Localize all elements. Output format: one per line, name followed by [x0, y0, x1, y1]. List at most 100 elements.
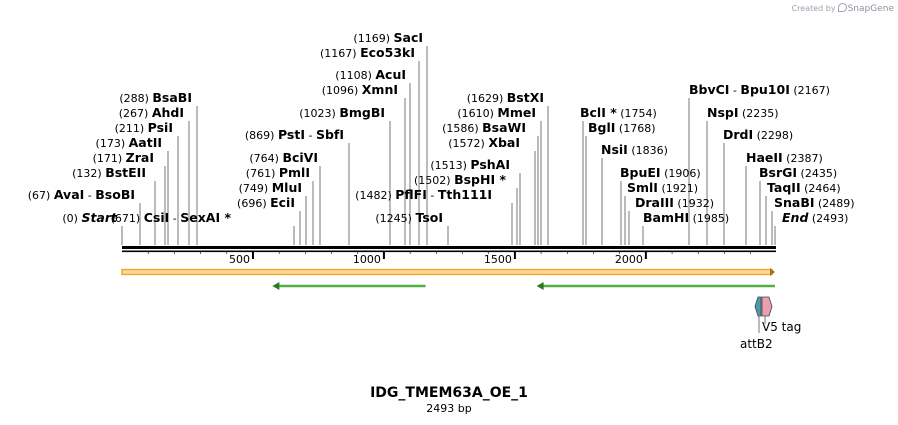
site-csii-position: (671) — [111, 212, 144, 225]
site-ahdi-label: (267) AhdI — [119, 105, 184, 120]
ruler-label-1500: 1500 — [484, 253, 512, 266]
attb2-label: attB2 — [740, 337, 773, 351]
site-smli-label: SmlI (1921) — [627, 180, 698, 195]
site-psti-position: (869) — [245, 129, 278, 142]
site-bamhi-label: BamHI (1985) — [643, 210, 729, 225]
site-bsteii-label: (132) BstEII — [72, 165, 146, 180]
v5-tag-shape — [761, 296, 773, 317]
site-bsawi-position: (1586) — [442, 122, 482, 135]
site-psti-name2: SbfI — [316, 127, 344, 142]
site-bbvci-name: BbvCI — [689, 82, 729, 97]
site-bcivi-position: (764) — [249, 152, 282, 165]
site-bgli-name: BglI — [588, 120, 615, 135]
site-psti-name: PstI — [278, 127, 305, 142]
site-bsrgi-name: BsrGI — [759, 165, 797, 180]
site-taqii-label: TaqII (2464) — [767, 180, 841, 195]
site-eco53ki-position: (1167) — [320, 47, 360, 60]
site-bsrgi-label: BsrGI (2435) — [759, 165, 837, 180]
site-snabi-label: SnaBI (2489) — [774, 195, 855, 210]
site-nspi-label: NspI (2235) — [707, 105, 779, 120]
backbone-top-strand — [122, 246, 776, 249]
site-pmli-label: (761) PmlI — [246, 165, 310, 180]
site-eco53ki-name: Eco53kI — [360, 45, 415, 60]
site-taqii-name: TaqII — [767, 180, 801, 195]
site-bbvci-dash: - — [729, 84, 740, 97]
site-bbvci-name2: Bpu10I — [740, 82, 789, 97]
site-aatii-position: (173) — [96, 137, 129, 150]
site-tsoi-label: (1245) TsoI — [375, 210, 443, 225]
site-nspi-position: (2235) — [739, 107, 779, 120]
site-bsteii-position: (132) — [72, 167, 105, 180]
site-psii-label: (211) PsiI — [115, 120, 173, 135]
features: V5 tag attB2 — [121, 268, 801, 351]
site-start-position: (0) — [62, 212, 81, 225]
site-start-label: (0) Start — [62, 210, 118, 225]
ruler: 500 1000 1500 2000 — [147, 252, 751, 266]
site-mmei-label: (1610) MmeI — [457, 105, 536, 120]
site-drdi-name: DrdI — [723, 127, 753, 142]
dna-backbone — [122, 246, 776, 253]
site-draiii-label: DraIII (1932) — [635, 195, 714, 210]
site-bpuei-label: BpuEI (1906) — [620, 165, 701, 180]
site-smli-name: SmlI — [627, 180, 658, 195]
site-avai-name2: BsoBI — [95, 187, 135, 202]
site-aatii-name: AatII — [129, 135, 162, 150]
site-bstxi-label: (1629) BstXI — [467, 90, 544, 105]
site-acui-position: (1108) — [335, 69, 375, 82]
leader-lines — [121, 46, 776, 245]
site-avai-name: AvaI — [54, 187, 84, 202]
site-acui-label: (1108) AcuI — [335, 67, 406, 82]
site-bcivi-label: (764) BciVI — [249, 150, 318, 165]
site-nspi-name: NspI — [707, 105, 739, 120]
main-feature-bar — [121, 268, 773, 276]
site-csii-name: CsiI — [144, 210, 170, 225]
site-pmli-name: PmlI — [279, 165, 310, 180]
site-pflfi-position: (1482) — [355, 189, 395, 202]
site-bbvci-position: (2167) — [790, 84, 830, 97]
v5-tag-label: V5 tag — [762, 320, 801, 334]
site-bamhi-name: BamHI — [643, 210, 689, 225]
right-reverse-feature-arrowhead — [536, 282, 544, 290]
site-ahdi-name: AhdI — [152, 105, 184, 120]
site-psti-dash: - — [305, 129, 316, 142]
site-taqii-position: (2464) — [801, 182, 841, 195]
left-reverse-feature-arrowhead — [272, 282, 280, 290]
site-ecii-name: EciI — [270, 195, 295, 210]
snapgene-watermark: Created by SnapGene — [792, 3, 894, 14]
site-snabi-name: SnaBI — [774, 195, 815, 210]
site-nsii-label: NsiI (1836) — [601, 142, 668, 157]
site-haeii-label: HaeII (2387) — [746, 150, 823, 165]
site-draiii-position: (1932) — [674, 197, 714, 210]
site-bsabi-name: BsaBI — [152, 90, 192, 105]
attb2-shape — [754, 296, 762, 317]
site-bsabi-position: (288) — [119, 92, 152, 105]
site-bsabi-label: (288) BsaBI — [119, 90, 192, 105]
site-end-position: (2493) — [808, 212, 848, 225]
site-bpuei-name: BpuEI — [620, 165, 661, 180]
backbone-bottom-strand — [122, 250, 776, 253]
ruler-label-2000: 2000 — [615, 253, 643, 266]
site-drdi-label: DrdI (2298) — [723, 127, 793, 142]
site-csii-label: (671) CsiI - SexAI * — [111, 210, 232, 225]
site-csii-name2: SexAI * — [180, 210, 231, 225]
site-avai-dash: - — [84, 189, 95, 202]
site-bstxi-name: BstXI — [507, 90, 544, 105]
site-end-name: End — [782, 210, 809, 225]
site-bsphi-label: (1502) BspHI * — [414, 172, 506, 187]
map-title: IDG_TMEM63A_OE_1 — [370, 385, 528, 401]
site-smli-position: (1921) — [658, 182, 698, 195]
site-bbvci-label: BbvCI - Bpu10I (2167) — [689, 82, 830, 97]
site-tsoi-name: TsoI — [415, 210, 443, 225]
site-bsrgi-position: (2435) — [797, 167, 837, 180]
site-bcli-label: BclI * (1754) — [580, 105, 657, 120]
ruler-label-1000: 1000 — [353, 253, 381, 266]
site-psti-label: (869) PstI - SbfI — [245, 127, 344, 142]
site-bmgbi-label: (1023) BmgBI — [299, 105, 385, 120]
site-tsoi-position: (1245) — [375, 212, 415, 225]
site-drdi-position: (2298) — [753, 129, 793, 142]
site-xbai-label: (1572) XbaI — [448, 135, 520, 150]
site-bcivi-name: BciVI — [282, 150, 318, 165]
site-mlui-label: (749) MluI — [239, 180, 302, 195]
